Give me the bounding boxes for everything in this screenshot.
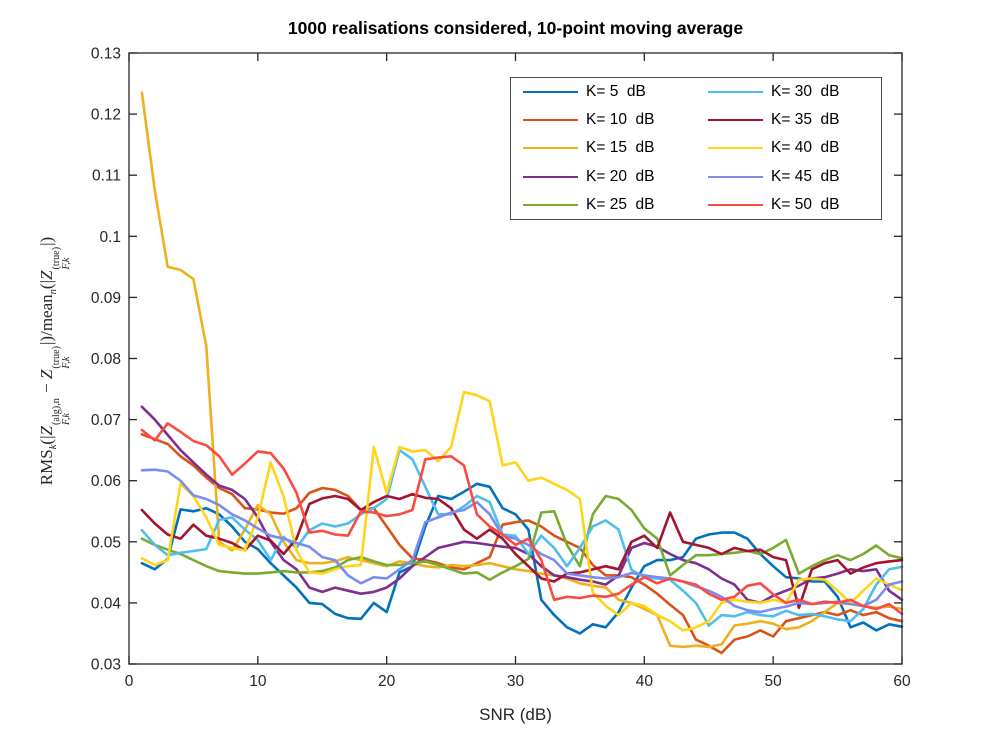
series-lines [140,91,904,655]
plot-title: 1000 realisations considered, 10-point m… [287,18,744,38]
legend-line-sample [523,119,578,122]
legend-label: K= 30 dB [771,83,840,101]
legend-label: K= 5 dB [586,83,646,101]
legend-label: K= 40 dB [771,139,840,157]
x-tick-label: 0 [125,673,134,690]
legend-line-sample [523,91,578,94]
legend-item: K= 10 dB [511,106,696,134]
y-tick-label: 0.11 [92,168,121,185]
y-tick-label: 0.07 [91,412,121,429]
series-line-30 [140,448,904,627]
legend-label: K= 25 dB [586,195,655,213]
series-line-25 [140,494,904,582]
legend-item: K= 15 dB [511,134,696,162]
x-axis-ticks: 0 10 20 30 40 50 60 [125,53,911,690]
legend-item: K= 30 dB [696,78,881,106]
legend-box: K= 5 dB K= 10 dB K= 15 dB K= 20 dB K= 25 dB K… [510,77,882,220]
legend-label: K= 35 dB [771,111,840,129]
series-line-35 [140,492,904,610]
y-tick-label: 0.13 [91,46,121,63]
legend-label: K= 10 dB [586,111,655,129]
x-tick-label: 30 [507,673,525,690]
legend-line-sample [708,203,763,206]
legend-line-sample [708,147,763,150]
y-tick-label: 0.05 [91,534,121,551]
x-tick-label: 50 [765,673,783,690]
legend-item: K= 40 dB [696,134,881,162]
y-tick-label: 0.12 [91,107,121,124]
y-tick-label: 0.1 [99,229,121,246]
legend-item: K= 20 dB [511,163,696,191]
y-tick-label: 0.04 [91,595,122,612]
legend-line-sample [708,175,763,178]
legend-item: K= 5 dB [511,78,696,106]
legend-item: K= 25 dB [511,191,696,219]
legend-label: K= 45 dB [771,167,840,185]
legend-line-sample [523,147,578,150]
legend-label: K= 20 dB [586,167,655,185]
x-tick-label: 40 [636,673,654,690]
series-line-40 [140,390,904,632]
y-axis-ticks: 0.03 0.04 0.05 0.06 0.07 0.08 0.09 0.1 0.11 0.12 0… [91,46,902,674]
legend-line-sample [708,91,763,94]
legend-label: K= 50 dB [771,195,840,213]
x-axis-label: SNR (dB) [479,705,552,724]
legend-label: K= 15 dB [586,139,655,157]
x-tick-label: 60 [893,673,911,690]
y-tick-label: 0.06 [91,473,121,490]
legend-line-sample [523,175,578,178]
legend-item: K= 35 dB [696,106,881,134]
y-tick-label: 0.03 [91,657,121,674]
legend-line-sample [708,119,763,122]
series-line-50 [140,421,904,616]
legend-item: K= 45 dB [696,163,881,191]
series-line-15 [140,91,904,649]
legend-item: K= 50 dB [696,191,881,219]
x-tick-label: 20 [378,673,396,690]
legend-line-sample [523,203,578,206]
y-tick-label: 0.08 [91,351,121,368]
x-tick-label: 10 [249,673,267,690]
y-tick-label: 0.09 [91,290,121,307]
